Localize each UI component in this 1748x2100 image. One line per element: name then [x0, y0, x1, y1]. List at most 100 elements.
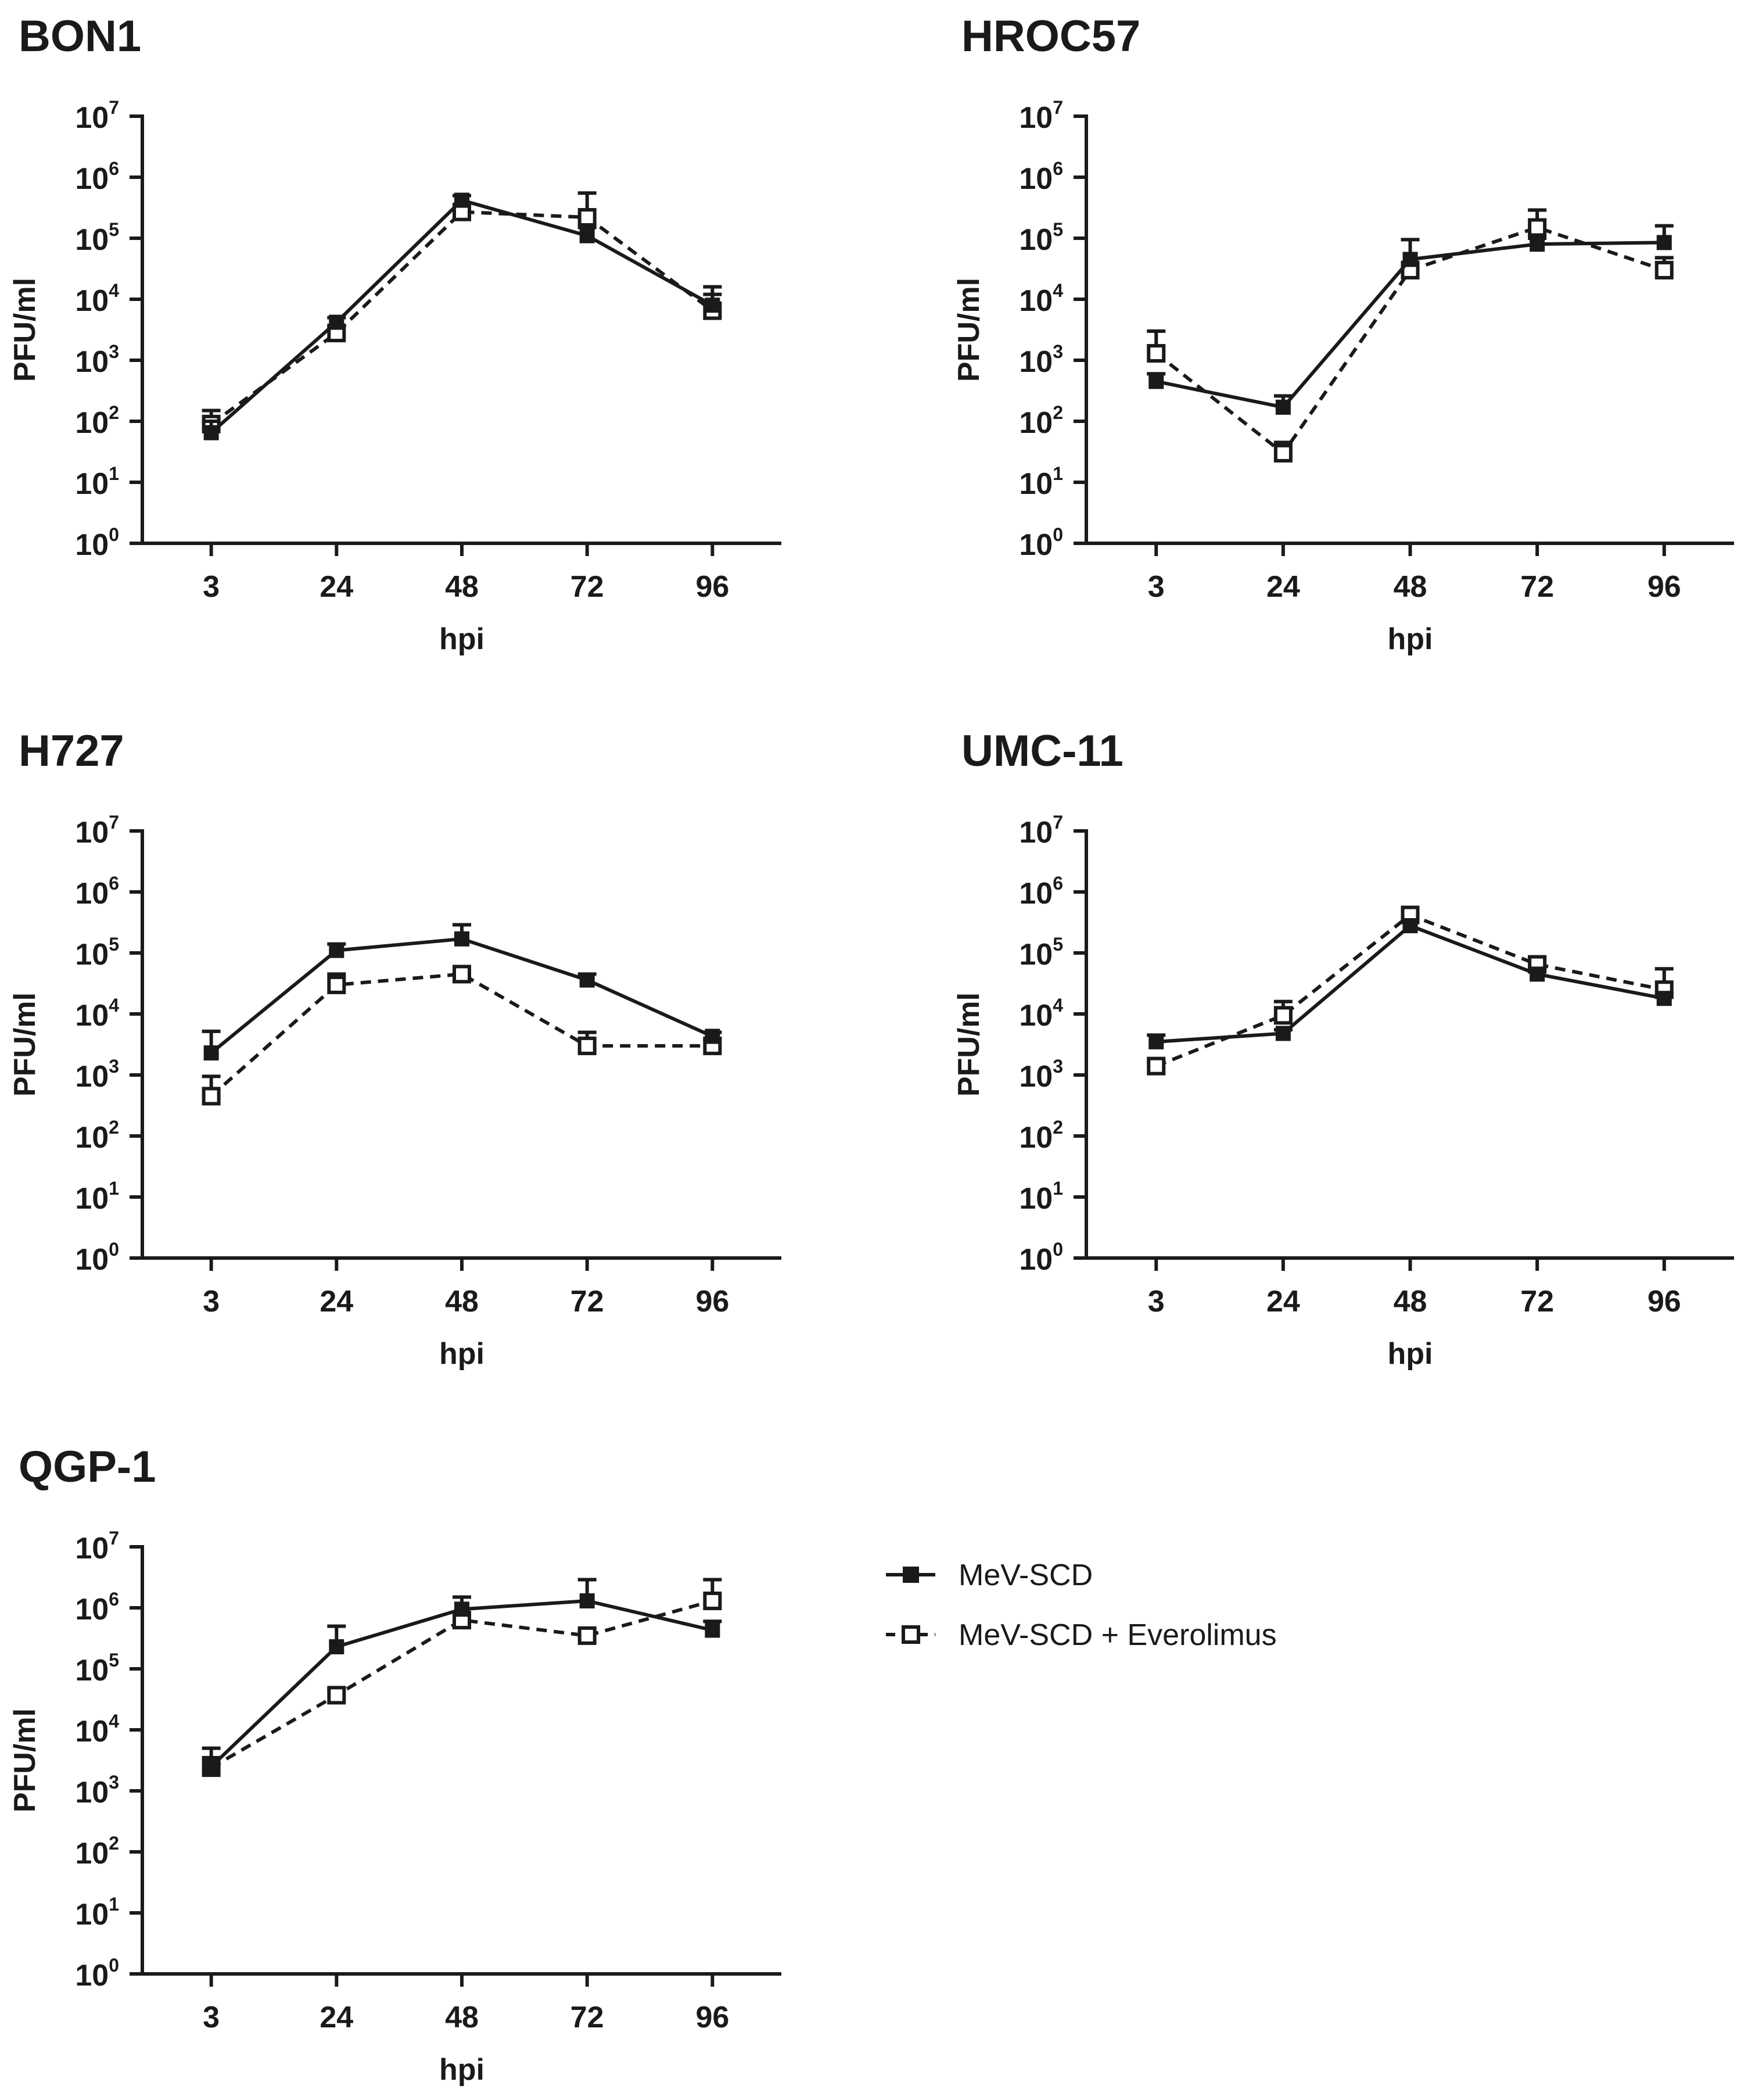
- y-tick-label-base: 10: [75, 1654, 109, 1687]
- data-point-filled: [454, 1601, 469, 1617]
- y-tick-label: 106: [1019, 158, 1063, 196]
- y-tick-label-exponent: 6: [109, 873, 119, 894]
- data-point-filled: [705, 1622, 720, 1638]
- y-tick-label-exponent: 1: [1053, 463, 1063, 484]
- y-tick-label: 105: [1019, 934, 1063, 972]
- series-line: [210, 972, 713, 1098]
- series-mev-scd: [202, 923, 722, 1061]
- legend-entry-mev-scd-everolimus: MeV-SCD + Everolimus: [886, 1618, 1277, 1652]
- y-tick-label-exponent: 3: [1053, 341, 1063, 362]
- data-point-open: [1528, 218, 1547, 237]
- data-point-filled: [1275, 1026, 1291, 1041]
- data-point-filled: [705, 1029, 720, 1044]
- y-axis-label: PFU/ml: [952, 278, 986, 382]
- data-point-open: [327, 1686, 346, 1705]
- y-tick-label: 103: [75, 341, 119, 379]
- y-tick-label: 100: [1019, 1239, 1063, 1277]
- panel-title: HROC57: [961, 12, 1140, 61]
- y-axis-label: PFU/ml: [8, 992, 42, 1096]
- y-tick-label: 105: [75, 219, 119, 257]
- data-point-filled: [1148, 1034, 1164, 1049]
- x-tick-label: 96: [695, 2001, 729, 2034]
- y-tick-label-exponent: 5: [1053, 219, 1063, 240]
- legend-label-mev-scd: MeV-SCD: [959, 1558, 1093, 1592]
- y-tick-label: 107: [1019, 97, 1063, 135]
- y-tick-label-exponent: 5: [109, 1650, 119, 1671]
- data-point-filled: [579, 972, 595, 988]
- y-tick-label-base: 10: [75, 999, 109, 1033]
- y-tick-label-exponent: 5: [109, 219, 119, 240]
- data-point-filled: [454, 931, 469, 947]
- y-axis-label: PFU/ml: [952, 992, 986, 1096]
- data-point-open: [453, 965, 471, 984]
- y-tick-label-exponent: 7: [1053, 812, 1063, 833]
- y-tick-label: 100: [75, 524, 119, 562]
- y-tick-label-base: 10: [75, 877, 109, 911]
- panel-title: QGP-1: [19, 1442, 156, 1492]
- legend-marker-filled-square: [903, 1567, 919, 1583]
- y-tick-label-exponent: 0: [1053, 524, 1063, 545]
- y-tick-label-exponent: 0: [109, 524, 119, 545]
- x-tick-label: 48: [1394, 570, 1427, 604]
- x-tick-label: 48: [1394, 1285, 1427, 1318]
- y-tick-label-exponent: 7: [1053, 97, 1063, 118]
- series-mev-scd: [1147, 918, 1674, 1049]
- y-tick-label: 105: [75, 1650, 119, 1687]
- y-tick-label-base: 10: [75, 1243, 109, 1277]
- x-tick-label: 72: [570, 570, 604, 604]
- y-tick-label: 101: [75, 463, 119, 501]
- y-tick-label: 101: [75, 1178, 119, 1216]
- y-tick-label-exponent: 3: [109, 1056, 119, 1077]
- y-tick-label-base: 10: [1019, 1182, 1053, 1216]
- y-tick-label-exponent: 5: [109, 934, 119, 955]
- data-point-filled: [1530, 236, 1545, 252]
- y-tick-label-base: 10: [75, 1715, 109, 1748]
- y-tick-label-base: 10: [75, 467, 109, 501]
- data-point-filled: [579, 228, 595, 243]
- y-tick-label: 106: [75, 1589, 119, 1626]
- x-tick-label: 3: [203, 2001, 220, 2034]
- y-tick-label-base: 10: [1019, 345, 1053, 379]
- y-tick-label: 101: [1019, 1178, 1063, 1216]
- x-tick-label: 96: [695, 570, 729, 604]
- y-tick-label: 104: [75, 995, 119, 1033]
- x-axis-label: hpi: [439, 2053, 484, 2087]
- data-point-open: [577, 1626, 597, 1645]
- data-point-filled: [1656, 991, 1672, 1006]
- y-tick-label: 107: [75, 97, 119, 135]
- x-tick-label: 3: [203, 1285, 220, 1318]
- y-tick-label-base: 10: [1019, 406, 1053, 440]
- y-tick-label-base: 10: [1019, 467, 1053, 501]
- y-tick-label-base: 10: [75, 1532, 109, 1565]
- y-tick-label-base: 10: [75, 406, 109, 440]
- y-tick-label-base: 10: [75, 1182, 109, 1216]
- y-tick-label-base: 10: [1019, 877, 1053, 911]
- y-tick-label-base: 10: [75, 223, 109, 257]
- y-tick-label-exponent: 2: [109, 402, 119, 423]
- series-mev-scd: [202, 192, 722, 440]
- y-tick-label-exponent: 2: [1053, 1117, 1063, 1138]
- y-tick-label-base: 10: [75, 1121, 109, 1155]
- legend-entry-mev-scd: MeV-SCD: [886, 1558, 1093, 1592]
- data-point-filled: [1275, 399, 1291, 415]
- data-point-filled: [1530, 966, 1545, 982]
- y-tick-label-base: 10: [1019, 816, 1053, 850]
- x-tick-label: 96: [1648, 1285, 1681, 1318]
- y-tick-label-base: 10: [75, 816, 109, 850]
- data-point-open: [1654, 260, 1674, 279]
- y-tick-label-base: 10: [1019, 528, 1053, 562]
- x-tick-label: 24: [1266, 570, 1300, 604]
- data-point-filled: [203, 425, 219, 440]
- y-tick-label-base: 10: [1019, 223, 1053, 257]
- y-tick-label-base: 10: [1019, 284, 1053, 318]
- series-line: [210, 1599, 713, 1769]
- y-tick-label-base: 10: [75, 1837, 109, 1870]
- legend-label-mev-scd-everolimus: MeV-SCD + Everolimus: [959, 1618, 1277, 1652]
- data-point-open: [577, 208, 597, 227]
- panel-title: UMC-11: [961, 726, 1124, 776]
